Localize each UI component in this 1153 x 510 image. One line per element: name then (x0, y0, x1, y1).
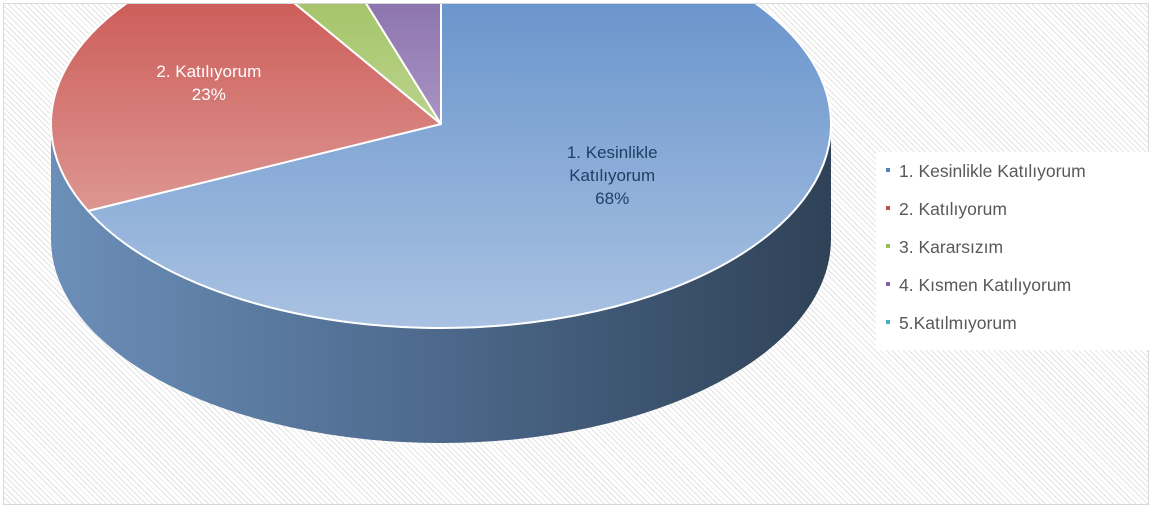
pie-chart: 1. Kesinlikle Katılıyorum 68% 2. Katılıyoru… (50, 4, 832, 443)
legend-label: 5.Katılmıyorum (899, 313, 1017, 333)
legend-item-3[interactable]: 3. Kararsızım (886, 234, 1003, 260)
pie-slice-1[interactable] (87, 4, 832, 329)
data-label-line: Katılıyorum (569, 166, 655, 185)
pie-slice-4[interactable] (320, 4, 442, 125)
pie-slice-3[interactable] (232, 4, 442, 125)
pie-data-labels: 1. Kesinlikle Katılıyorum 68% 2. Katılıyoru… (156, 62, 658, 208)
legend-label: 1. Kesinlikle Katılıyorum (899, 161, 1086, 181)
legend-marker-icon (886, 320, 890, 325)
pie-slices (50, 4, 832, 329)
chart-area: 1. Kesinlikle Katılıyorum 68% 2. Katılıyoru… (3, 3, 1152, 505)
data-label-line: 1. Kesinlikle (567, 143, 658, 162)
legend-label: 3. Kararsızım (899, 237, 1004, 257)
data-label-line: 68% (595, 189, 629, 208)
legend-label: 4. Kısmen Katılıyorum (899, 275, 1072, 295)
legend-marker-icon (886, 244, 890, 249)
data-label-line: 23% (192, 85, 226, 104)
pie-side-wall (51, 124, 831, 443)
legend-item-4[interactable]: 4. Kısmen Katılıyorum (886, 272, 1071, 298)
legend-marker-icon (886, 282, 890, 287)
legend: 1. Kesinlikle Katılıyorum 2. Katılıyorum… (876, 152, 1152, 350)
legend-marker-icon (886, 168, 890, 173)
legend-label: 2. Katılıyorum (899, 199, 1007, 219)
pie-slice-2[interactable] (50, 4, 442, 212)
legend-marker-icon (886, 206, 890, 211)
pie-side-wall-face (51, 124, 831, 443)
legend-item-5[interactable]: 5.Katılmıyorum (886, 310, 1017, 336)
data-label-1: 1. Kesinlikle Katılıyorum 68% (567, 143, 658, 208)
data-label-2: 2. Katılıyorum 23% (156, 62, 261, 104)
legend-item-2[interactable]: 2. Katılıyorum (886, 196, 1007, 222)
legend-item-1[interactable]: 1. Kesinlikle Katılıyorum (886, 158, 1086, 184)
data-label-line: 2. Katılıyorum (156, 62, 261, 81)
